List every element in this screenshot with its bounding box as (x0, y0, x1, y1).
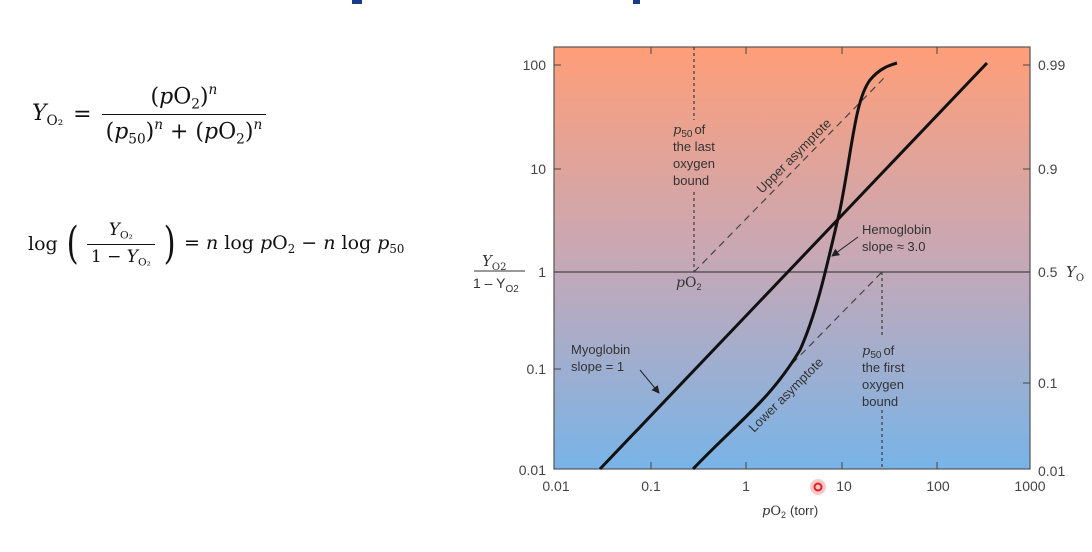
x-ticks-bottom (650, 462, 938, 469)
y-left-axis-label: YO2 1 – YO2 (473, 252, 525, 295)
svg-text:bound: bound (862, 394, 898, 409)
y-ticks-left (554, 64, 561, 370)
svg-text:1000: 1000 (1014, 478, 1045, 494)
svg-text:100: 100 (523, 57, 547, 73)
svg-text:10: 10 (530, 161, 546, 177)
hill-denominator: (p50)n + (pO2)n (101, 114, 267, 148)
cursor-indicator (810, 479, 826, 495)
po2-marker-label: pO2 (676, 275, 701, 292)
svg-text:0.01: 0.01 (1038, 463, 1065, 479)
svg-text:oxygen: oxygen (673, 156, 715, 171)
svg-text:0.01: 0.01 (542, 478, 569, 494)
hemoglobin-annotation: Hemoglobin slope ≈ 3.0 (831, 222, 931, 257)
hill-fraction: (pO2)n (p50)n + (pO2)n (101, 82, 267, 148)
svg-text:100: 100 (926, 478, 950, 494)
svg-text:slope ≈ 3.0: slope ≈ 3.0 (862, 239, 926, 254)
svg-text:0.99: 0.99 (1038, 57, 1065, 73)
x-ticks-top (650, 47, 938, 54)
svg-text:0.9: 0.9 (1038, 161, 1058, 177)
p50-last-annotation: p50 of the last oxygen bound (673, 122, 715, 188)
svg-text:slope = 1: slope = 1 (571, 359, 624, 374)
svg-text:Hemoglobin: Hemoglobin (862, 222, 931, 237)
slide-title-fragment (352, 0, 362, 4)
log-label: log (28, 233, 58, 256)
svg-text:1: 1 (742, 478, 750, 494)
y-right-axis-label: YO (1066, 263, 1084, 284)
svg-text:the first: the first (862, 360, 905, 375)
hill-equals: = (73, 102, 92, 128)
svg-text:10: 10 (836, 478, 852, 494)
svg-text:0.1: 0.1 (1038, 375, 1058, 391)
svg-text:YO2: YO2 (482, 252, 506, 273)
hill-log-equation: log ( YO₂ 1 − YO₂ ) = n log pO2 − n log … (28, 218, 405, 270)
svg-text:1: 1 (538, 264, 546, 280)
log-rhs: = n log pO2 − n log p50 (184, 232, 405, 257)
hill-equation: YO₂ = (pO2)n (p50)n + (pO2)n (32, 82, 267, 148)
plot-area (553, 46, 1031, 470)
p50-first-annotation: p50 of the first oxygen bound (862, 343, 905, 409)
myoglobin-annotation: Myoglobin slope = 1 (571, 342, 660, 394)
svg-text:1 – YO2: 1 – YO2 (473, 275, 519, 295)
log-fraction: YO₂ 1 − YO₂ (86, 220, 155, 268)
x-tick-labels: 0.01 0.1 1 10 100 1000 (542, 478, 1045, 494)
upper-asymptote-line (693, 77, 885, 273)
myoglobin-curve (598, 61, 989, 471)
svg-text:Myoglobin: Myoglobin (571, 342, 630, 357)
hemoglobin-curve (691, 61, 898, 471)
svg-text:0.01: 0.01 (519, 462, 546, 478)
svg-text:0.5: 0.5 (1038, 264, 1058, 280)
svg-text:the last: the last (673, 139, 715, 154)
y-ticks-right (1023, 64, 1030, 384)
svg-text:0.1: 0.1 (527, 361, 547, 377)
svg-text:0.1: 0.1 (641, 478, 661, 494)
slide-title-fragment (633, 0, 640, 4)
y-tick-labels-right: 0.01 0.1 0.5 0.9 0.99 (1038, 57, 1065, 479)
hill-lhs: YO₂ (32, 100, 64, 129)
y-tick-labels-left: 0.01 0.1 1 10 100 (519, 57, 546, 478)
svg-text:bound: bound (673, 173, 709, 188)
svg-text:oxygen: oxygen (862, 377, 904, 392)
x-axis-label: pO2 (torr) (762, 503, 818, 520)
hill-numerator: (pO2)n (150, 82, 218, 113)
